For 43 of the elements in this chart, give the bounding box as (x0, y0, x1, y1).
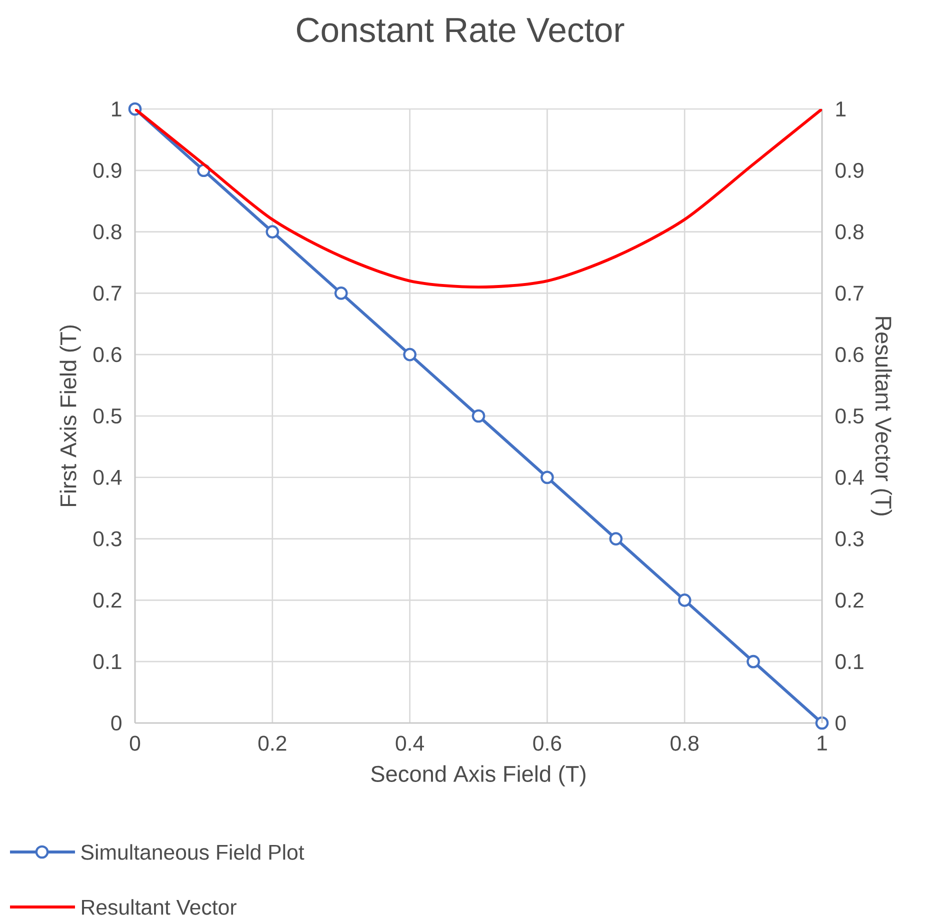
y-axis-title: First Axis Field (T) (60, 325, 81, 506)
x-tick-label: 1 (818, 736, 827, 750)
x-tick-label: 0.4 (396, 736, 424, 751)
y-tick-label: 0.4 (93, 470, 122, 485)
y-tick-label: 0.1 (93, 654, 122, 670)
y2-tick-label: 0.3 (836, 531, 864, 546)
y-tick-label: 0 (111, 715, 122, 731)
y2-axis-title: Resultant Vector (T) (870, 317, 892, 516)
point (678, 594, 692, 607)
legend-label: Resultant Vector (82, 899, 236, 915)
x-axis-title: Second Axis Field (T) (371, 765, 586, 786)
y2-tick-label: 0.8 (836, 224, 864, 240)
point (266, 225, 280, 238)
x-tick-label: 0.6 (533, 736, 562, 751)
y2-tick-label: 0 (836, 715, 846, 731)
point (403, 348, 416, 362)
x-tick-label: 0.8 (670, 736, 699, 751)
y-tick-label: 0.2 (93, 592, 122, 608)
point (472, 409, 486, 423)
point (746, 654, 760, 668)
y2-tick-label: 0.6 (836, 347, 864, 362)
y2-tick-label: 0.7 (836, 286, 864, 301)
chart-title: Constant Rate Vector (297, 18, 624, 42)
y-tick-label: 0.9 (93, 162, 122, 178)
legend-label: Simultaneous Field Plot (81, 844, 304, 860)
y-tick-label: 0.3 (93, 531, 122, 546)
y2-tick-label: 0.5 (836, 408, 864, 424)
y2-tick-label: 0.9 (836, 162, 864, 178)
y-tick-label: 0.8 (93, 224, 122, 240)
point (334, 286, 348, 300)
y2-tick-label: 0.2 (836, 592, 864, 608)
x-tick-label: 0.2 (258, 736, 286, 751)
y-tick-label: 0.7 (93, 286, 122, 301)
point (815, 716, 829, 730)
y2-tick-label: 0.4 (836, 470, 864, 485)
y-tick-label: 0.5 (93, 408, 122, 424)
y2-tick-label: 0.1 (836, 654, 864, 670)
x-tick-label: 0 (130, 736, 140, 751)
y-tick-label: 1 (112, 102, 122, 116)
y2-tick-label: 1 (836, 102, 846, 116)
point (540, 470, 554, 484)
point (609, 532, 623, 546)
y-tick-label: 0.6 (93, 347, 122, 362)
